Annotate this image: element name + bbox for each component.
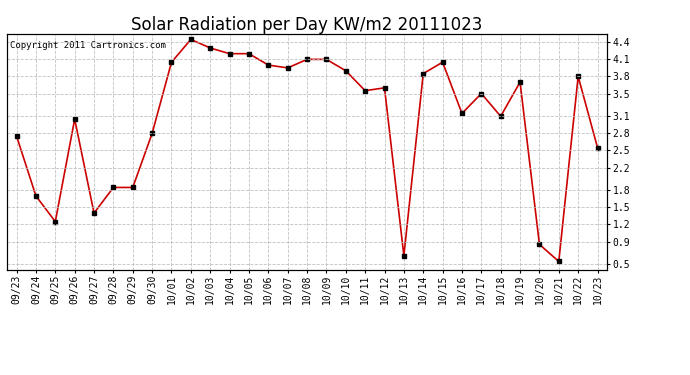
Title: Solar Radiation per Day KW/m2 20111023: Solar Radiation per Day KW/m2 20111023	[131, 16, 483, 34]
Text: Copyright 2011 Cartronics.com: Copyright 2011 Cartronics.com	[10, 41, 166, 50]
